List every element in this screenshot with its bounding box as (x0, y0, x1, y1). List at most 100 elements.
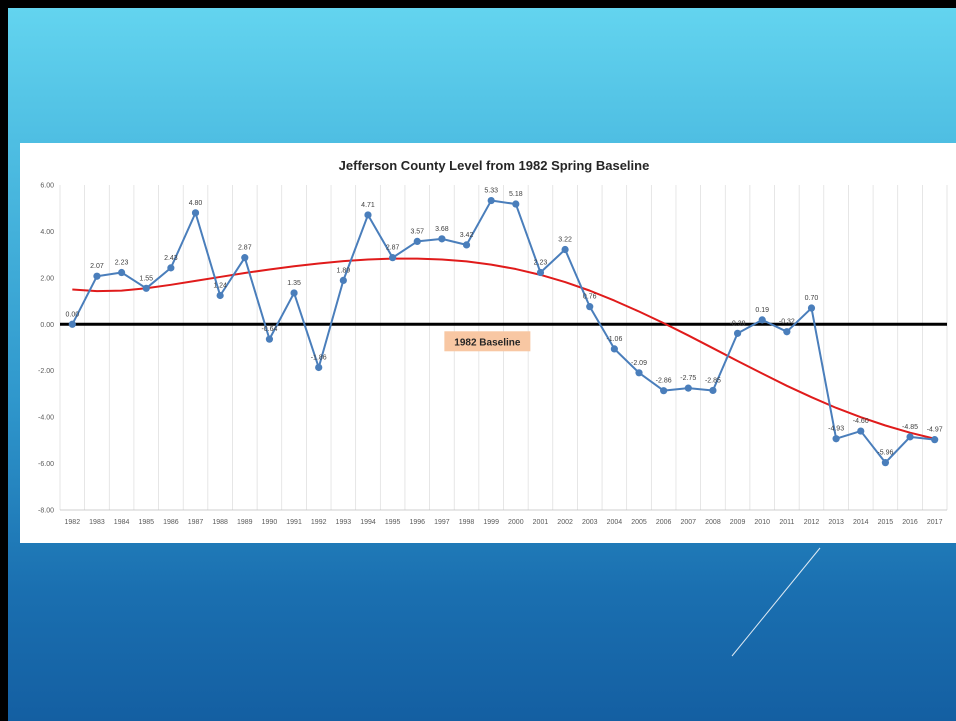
y-tick-label: -4.00 (38, 415, 54, 422)
x-tick-label: 1985 (138, 519, 154, 526)
data-label: 2.07 (90, 263, 104, 270)
data-point (709, 386, 717, 395)
chart-grid (59, 185, 948, 511)
data-label: -2.09 (631, 360, 647, 367)
data-label: 2.43 (164, 255, 178, 262)
x-tick-label: 1994 (360, 519, 376, 526)
data-point (758, 316, 766, 324)
data-label: 1.55 (139, 275, 153, 282)
x-tick-label: 1987 (188, 519, 204, 526)
data-point (881, 459, 890, 467)
data-point (413, 237, 421, 246)
y-tick-label: 2.00 (40, 275, 54, 282)
x-tick-label: 1991 (286, 519, 302, 526)
data-point (117, 268, 126, 277)
data-point (610, 345, 618, 353)
data-point (684, 384, 692, 392)
data-point (339, 276, 347, 285)
x-tick-label: 2000 (508, 519, 524, 526)
data-label: -5.96 (877, 450, 893, 457)
data-point (93, 272, 101, 280)
data-label: -4.60 (853, 418, 869, 425)
series-group (68, 196, 939, 467)
data-point (68, 320, 76, 328)
data-label: 1.24 (213, 283, 227, 290)
y-tick-label: 4.00 (40, 229, 54, 236)
x-tick-label: 2014 (853, 519, 869, 526)
data-point (191, 209, 200, 217)
data-point (462, 241, 471, 249)
y-tick-label: -8.00 (38, 508, 54, 515)
data-point (389, 254, 397, 262)
x-tick-label: 1986 (163, 519, 179, 526)
data-label: 4.71 (361, 202, 375, 209)
x-tick-label: 1998 (459, 519, 475, 526)
x-tick-label: 2001 (533, 519, 549, 526)
x-tick-label: 1983 (89, 519, 105, 526)
x-tick-label: 1984 (114, 519, 130, 526)
data-point (265, 335, 274, 343)
data-point (832, 435, 840, 443)
data-label: 3.68 (435, 226, 449, 233)
data-label: 5.18 (509, 191, 523, 198)
x-tick-label: 1995 (385, 519, 401, 526)
decorative-diagonal-line (731, 547, 821, 657)
x-tick-label: 2009 (730, 519, 746, 526)
data-label: 1.35 (287, 280, 301, 287)
data-point (931, 436, 939, 444)
x-tick-label: 2012 (804, 519, 820, 526)
data-label: 0.00 (66, 311, 80, 318)
x-tick-label: 2002 (557, 519, 573, 526)
data-point (438, 235, 446, 243)
x-tick-label: 1996 (409, 519, 425, 526)
data-point (561, 245, 569, 254)
x-tick-label: 1997 (434, 519, 450, 526)
data-label: 1.89 (337, 267, 351, 274)
x-tick-label: 1992 (311, 519, 327, 526)
data-label: -4.97 (927, 427, 943, 434)
y-tick-label: -2.00 (38, 368, 54, 375)
data-point (290, 289, 298, 297)
x-tick-label: 2013 (828, 519, 844, 526)
series-line (71, 199, 935, 464)
data-label: -4.85 (902, 424, 918, 431)
baseline-label-box (444, 331, 531, 352)
x-tick-label: 2016 (902, 519, 918, 526)
y-tick-label: 0.00 (40, 322, 54, 329)
data-label: 2.87 (238, 245, 252, 252)
data-label: -2.75 (680, 375, 696, 382)
chart-panel: Jefferson County Level from 1982 Spring … (20, 143, 956, 543)
x-tick-label: 1993 (336, 519, 352, 526)
data-label: -0.32 (779, 319, 795, 326)
data-label: 5.33 (484, 188, 498, 195)
data-label: 2.87 (386, 245, 400, 252)
x-tick-label: 2003 (582, 519, 598, 526)
chart-title: Jefferson County Level from 1982 Spring … (339, 158, 650, 173)
y-axis: 6.00 4.00 2.00 0.00 -2.00 -4.00 -6.00 -8.00 (38, 183, 54, 515)
data-label: -1.06 (606, 336, 622, 343)
data-labels: 0.00 2.07 2.23 1.55 2.43 4.80 1.24 2.87 -0.64 1.3… (66, 188, 943, 457)
data-point (487, 196, 495, 205)
data-point (807, 304, 816, 312)
data-point (241, 254, 249, 262)
x-tick-label: 2011 (779, 519, 794, 526)
data-point (586, 303, 594, 311)
x-tick-label: 2010 (754, 519, 770, 526)
data-point (512, 200, 520, 208)
data-label: 3.57 (410, 228, 424, 235)
data-label: 0.76 (583, 294, 597, 301)
data-point (783, 328, 791, 336)
data-point (315, 363, 323, 372)
x-tick-label: 2005 (631, 519, 647, 526)
data-label: -2.86 (656, 378, 672, 385)
data-point (167, 264, 175, 272)
x-tick-label: 2015 (878, 519, 894, 526)
data-label: 3.42 (460, 232, 474, 239)
data-label: -0.64 (261, 326, 277, 333)
data-label: 0.19 (755, 307, 769, 314)
data-label: 4.80 (189, 200, 203, 207)
x-tick-label: 2017 (927, 519, 943, 526)
baseline-label: 1982 Baseline (454, 337, 521, 348)
x-tick-label: 1982 (65, 519, 81, 526)
x-tick-label: 1988 (212, 519, 228, 526)
